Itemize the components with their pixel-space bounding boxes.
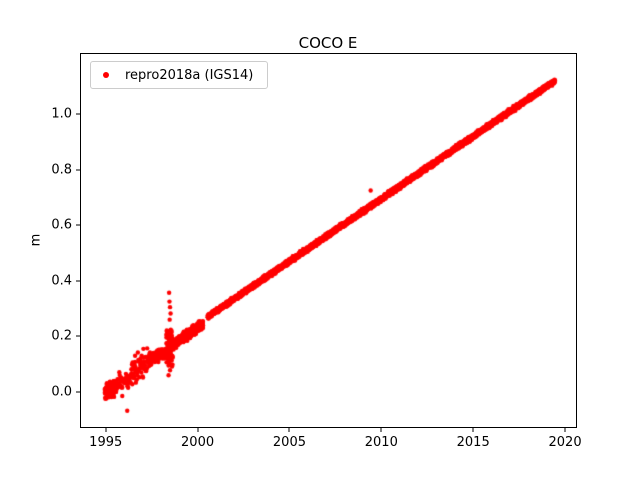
y-tick-mark bbox=[76, 169, 80, 171]
x-tick-label: 2005 bbox=[272, 435, 306, 450]
legend: repro2018a (IGS14) bbox=[90, 61, 269, 89]
y-tick-mark bbox=[76, 224, 80, 226]
x-tick-label: 2015 bbox=[456, 435, 490, 450]
x-tick-mark bbox=[197, 428, 199, 432]
x-tick-label: 2020 bbox=[548, 435, 582, 450]
x-tick-label: 2010 bbox=[364, 435, 398, 450]
y-tick-label: 0.8 bbox=[51, 162, 72, 178]
y-tick-label: 0.2 bbox=[51, 328, 72, 344]
x-tick-mark bbox=[105, 428, 107, 432]
y-tick-label: 0.6 bbox=[51, 217, 72, 233]
x-tick-mark bbox=[288, 428, 290, 432]
legend-marker-dot-icon bbox=[103, 72, 109, 78]
x-tick-mark bbox=[472, 428, 474, 432]
x-tick-label: 1995 bbox=[89, 435, 123, 450]
y-tick-mark bbox=[76, 335, 80, 337]
y-tick-mark bbox=[76, 391, 80, 393]
x-tick-mark bbox=[380, 428, 382, 432]
y-tick-label: 0.4 bbox=[51, 273, 72, 289]
y-tick-mark bbox=[76, 280, 80, 282]
y-tick-label: 1.0 bbox=[51, 106, 72, 122]
x-tick-mark bbox=[564, 428, 566, 432]
legend-label: repro2018a (IGS14) bbox=[125, 67, 254, 83]
y-tick-mark bbox=[76, 113, 80, 115]
x-tick-label: 2000 bbox=[181, 435, 215, 450]
y-tick-label: 0.0 bbox=[51, 384, 72, 400]
